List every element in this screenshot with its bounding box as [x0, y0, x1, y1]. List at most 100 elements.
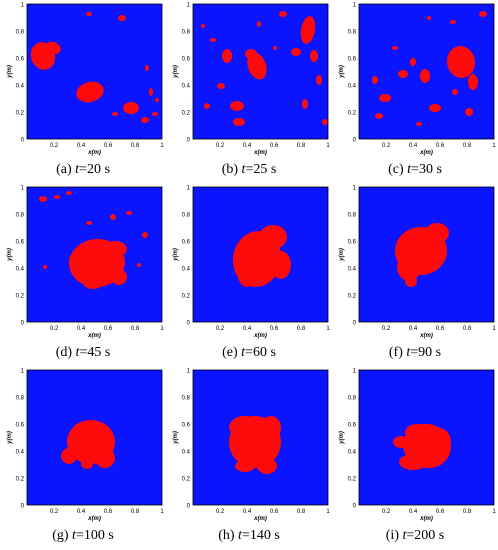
- phase-blob: [399, 454, 427, 470]
- y-tick-label: 0.4: [16, 267, 25, 273]
- phase-blob: [427, 428, 451, 456]
- x-tick-label: 0.2: [216, 143, 225, 149]
- phase-blob: [39, 196, 47, 202]
- y-tick-label: 0.4: [182, 450, 191, 456]
- y-tick-label: 0.6: [16, 240, 25, 246]
- x-tick-label: 0.8: [297, 143, 306, 149]
- plot-e: 0 0.2 0.4 0.6 0.8 1 0.2 0.4 0.6 0.8 1 x(m) y(m): [173, 186, 330, 340]
- x-tick-label: 1: [326, 509, 330, 515]
- panel-i: 0 0.2 0.4 0.6 0.8 1 0.2 0.4 0.6 0.8 1 x(m) y(m) (i) …: [332, 366, 498, 549]
- y-tick-label: 1: [353, 3, 357, 9]
- phase-blob: [257, 21, 261, 27]
- x-tick-label: 0.4: [243, 509, 252, 515]
- phase-blob: [110, 214, 116, 220]
- x-tick-label: 0.8: [463, 509, 472, 515]
- plot-a: 0 0.2 0.4 0.6 0.8 1 0.2 0.4 0.6 0.8 1 x(m) y(m): [7, 3, 164, 157]
- y-tick-label: 0.2: [182, 111, 191, 117]
- phase-blob: [118, 15, 126, 21]
- red-phase-d: [39, 191, 148, 289]
- x-tick-label: 0.6: [436, 509, 445, 515]
- y-tick-label: 0.8: [348, 30, 357, 36]
- x-axis-label: x(m): [87, 516, 101, 522]
- phase-blob: [247, 52, 267, 80]
- x-tick-label: 0.6: [104, 326, 113, 332]
- x-axis-label: x(m): [253, 150, 267, 156]
- x-axis-label: x(m): [253, 333, 267, 339]
- y-tick-label: 0.2: [16, 477, 25, 483]
- y-tick-label: 0.4: [16, 450, 25, 456]
- x-tick-label: 0.2: [216, 326, 225, 332]
- y-tick-label: 0.6: [182, 423, 191, 429]
- phase-blob: [405, 275, 417, 287]
- x-tick-label: 0.6: [436, 143, 445, 149]
- x-tick-label: 0.8: [463, 143, 472, 149]
- axes-frame-h: [192, 369, 329, 506]
- y-tick-label: 1: [21, 369, 25, 375]
- red-phase-h: [229, 415, 281, 474]
- phase-blob: [123, 102, 139, 114]
- y-tick-label: 0.8: [16, 396, 25, 402]
- phase-blob: [405, 424, 429, 440]
- x-tick-label: 0.4: [77, 326, 86, 332]
- phase-blob: [111, 269, 127, 285]
- x-tick-label: 0.8: [463, 326, 472, 332]
- y-tick-label: 0.6: [16, 423, 25, 429]
- x-tick-label: 0.4: [243, 143, 252, 149]
- x-axis-label: x(m): [419, 516, 433, 522]
- phase-blob: [152, 112, 158, 116]
- y-tick-label: 1: [353, 369, 357, 375]
- phase-blob: [201, 24, 205, 28]
- plot-i: 0 0.2 0.4 0.6 0.8 1 0.2 0.4 0.6 0.8 1 x(m) y(m): [339, 369, 496, 523]
- y-tick-label: 1: [21, 186, 25, 192]
- caption-a: (a) t=20 s: [56, 162, 110, 177]
- y-tick-label: 0: [187, 321, 191, 327]
- phase-blob: [410, 58, 416, 66]
- phase-blob: [245, 49, 257, 59]
- y-tick-label: 0.6: [348, 423, 357, 429]
- y-tick-label: 0.4: [348, 450, 357, 456]
- phase-blob: [416, 122, 422, 126]
- x-tick-label: 0.2: [382, 509, 391, 515]
- red-phase-a: [30, 12, 159, 123]
- phase-blob: [427, 16, 431, 20]
- y-axis-label: y(m): [339, 431, 345, 445]
- x-axis-label: x(m): [419, 150, 433, 156]
- phase-blob: [73, 422, 93, 438]
- y-tick-label: 0.8: [16, 213, 25, 219]
- y-tick-label: 0.2: [348, 111, 357, 117]
- phase-blob: [291, 48, 301, 56]
- y-tick-label: 0: [21, 504, 25, 510]
- phase-blob: [452, 89, 458, 95]
- y-axis-label: y(m): [173, 431, 179, 445]
- axes-frame-i: [358, 369, 495, 506]
- phase-blob: [204, 103, 210, 109]
- plot-d: 0 0.2 0.4 0.6 0.8 1 0.2 0.4 0.6 0.8 1 x(m) y(m): [7, 186, 164, 340]
- phase-blob: [446, 46, 476, 78]
- phase-blob: [310, 50, 318, 62]
- phase-blob: [69, 251, 89, 271]
- axes-frame-a: [26, 3, 163, 140]
- phase-blob: [237, 255, 257, 287]
- x-tick-label: 0.4: [77, 143, 86, 149]
- y-tick-label: 1: [353, 186, 357, 192]
- y-tick-label: 1: [21, 3, 25, 9]
- y-tick-label: 0.4: [182, 84, 191, 90]
- x-tick-label: 0.4: [409, 509, 418, 515]
- phase-blob: [54, 195, 60, 199]
- x-tick-label: 1: [326, 326, 330, 332]
- x-tick-label: 0.4: [243, 326, 252, 332]
- x-tick-label: 0.6: [436, 326, 445, 332]
- panel-g: 0 0.2 0.4 0.6 0.8 1 0.2 0.4 0.6 0.8 1 x(m) y(m) (g) …: [0, 366, 166, 549]
- x-tick-label: 1: [492, 326, 496, 332]
- panel-d: 0 0.2 0.4 0.6 0.8 1 0.2 0.4 0.6 0.8 1 x(m) y(m) (d) …: [0, 183, 166, 366]
- y-tick-label: 0: [353, 321, 357, 327]
- phase-blob: [302, 99, 308, 109]
- x-tick-label: 0.4: [77, 509, 86, 515]
- plot-g: 0 0.2 0.4 0.6 0.8 1 0.2 0.4 0.6 0.8 1 x(m) y(m): [7, 369, 164, 523]
- phase-blob: [279, 11, 287, 17]
- y-tick-label: 0: [187, 504, 191, 510]
- y-tick-label: 0.2: [16, 294, 25, 300]
- x-axis-label: x(m): [87, 333, 101, 339]
- phase-blob: [420, 69, 430, 83]
- phase-blob: [141, 117, 149, 123]
